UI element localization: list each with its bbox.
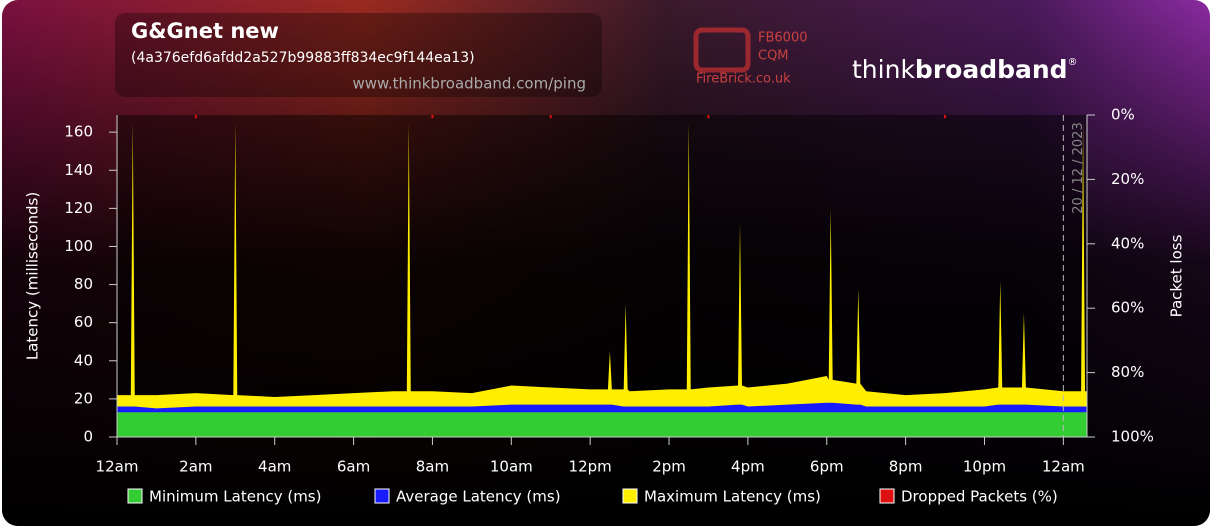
x-tick-label: 4pm [731,458,765,476]
title: G&Gnet new [131,19,279,43]
legend-swatch [879,488,895,504]
y-tick-label: 100 [64,237,93,255]
plot-area [117,115,1087,437]
latency-area [117,122,1087,437]
y2-tick-label: 80% [1111,363,1144,381]
y2-tick-label: 0% [1111,106,1135,124]
x-tick-label: 12am [96,458,139,476]
firebrick-model: FB6000 [758,31,807,46]
legend-label: Minimum Latency (ms) [149,488,321,506]
legend-label: Average Latency (ms) [396,488,561,506]
legend-label: Maximum Latency (ms) [644,488,821,506]
y-axis-label: Latency (milliseconds) [24,192,42,360]
dropped-packets [944,115,947,119]
y2-tick-label: 40% [1111,234,1144,252]
y-tick-label: 0 [83,428,93,446]
x-tick-label: 2am [179,458,212,476]
brand-mark: ® [1068,57,1078,68]
date-label: 20 / 12 / 2023 [1071,122,1086,213]
y-tick-label: 160 [64,123,93,141]
legend-swatch [127,488,143,504]
x-tick-label: 4am [258,458,291,476]
firebrick-product: CQM [758,49,789,64]
x-tick-label: 6am [337,458,370,476]
y2-tick-label: 20% [1111,170,1144,188]
y2-tick-label: 60% [1111,299,1144,317]
y-tick-label: 60 [74,313,93,331]
brand-think: think [852,55,915,84]
legend-swatch [622,488,638,504]
legend-swatch [374,488,390,504]
latency-area [117,412,1087,437]
firebrick-logo [693,27,751,73]
brand-broadband: broadband [915,55,1068,84]
y2-tick-label: 100% [1111,428,1154,446]
x-tick-label: 2pm [652,458,686,476]
y-tick-label: 20 [74,389,93,407]
header-box [115,13,602,97]
y-tick-label: 40 [74,351,93,369]
x-tick-label: 12pm [569,458,612,476]
y2-axis-label: Packet loss [1168,234,1186,317]
x-tick-label: 8am [416,458,449,476]
y-tick-label: 140 [64,161,93,179]
x-tick-label: 10am [490,458,533,476]
dropped-packets [431,115,434,119]
y-tick-label: 80 [74,275,93,293]
firebrick-site: FireBrick.co.uk [696,72,791,87]
y-tick-label: 120 [64,199,93,217]
url: www.thinkbroadband.com/ping [352,75,586,93]
x-tick-label: 8pm [889,458,923,476]
x-tick-label: 6pm [810,458,844,476]
dropped-packets [194,115,197,119]
dropped-packets [707,115,710,119]
legend-label: Dropped Packets (%) [901,488,1058,506]
subtitle: (4a376efd6afdd2a527b99883ff834ec9f144ea1… [131,50,475,66]
dropped-packets [549,115,552,119]
brand: thinkbroadband® [852,55,1078,84]
x-tick-label: 10pm [963,458,1006,476]
x-tick-label: 12am [1042,458,1085,476]
